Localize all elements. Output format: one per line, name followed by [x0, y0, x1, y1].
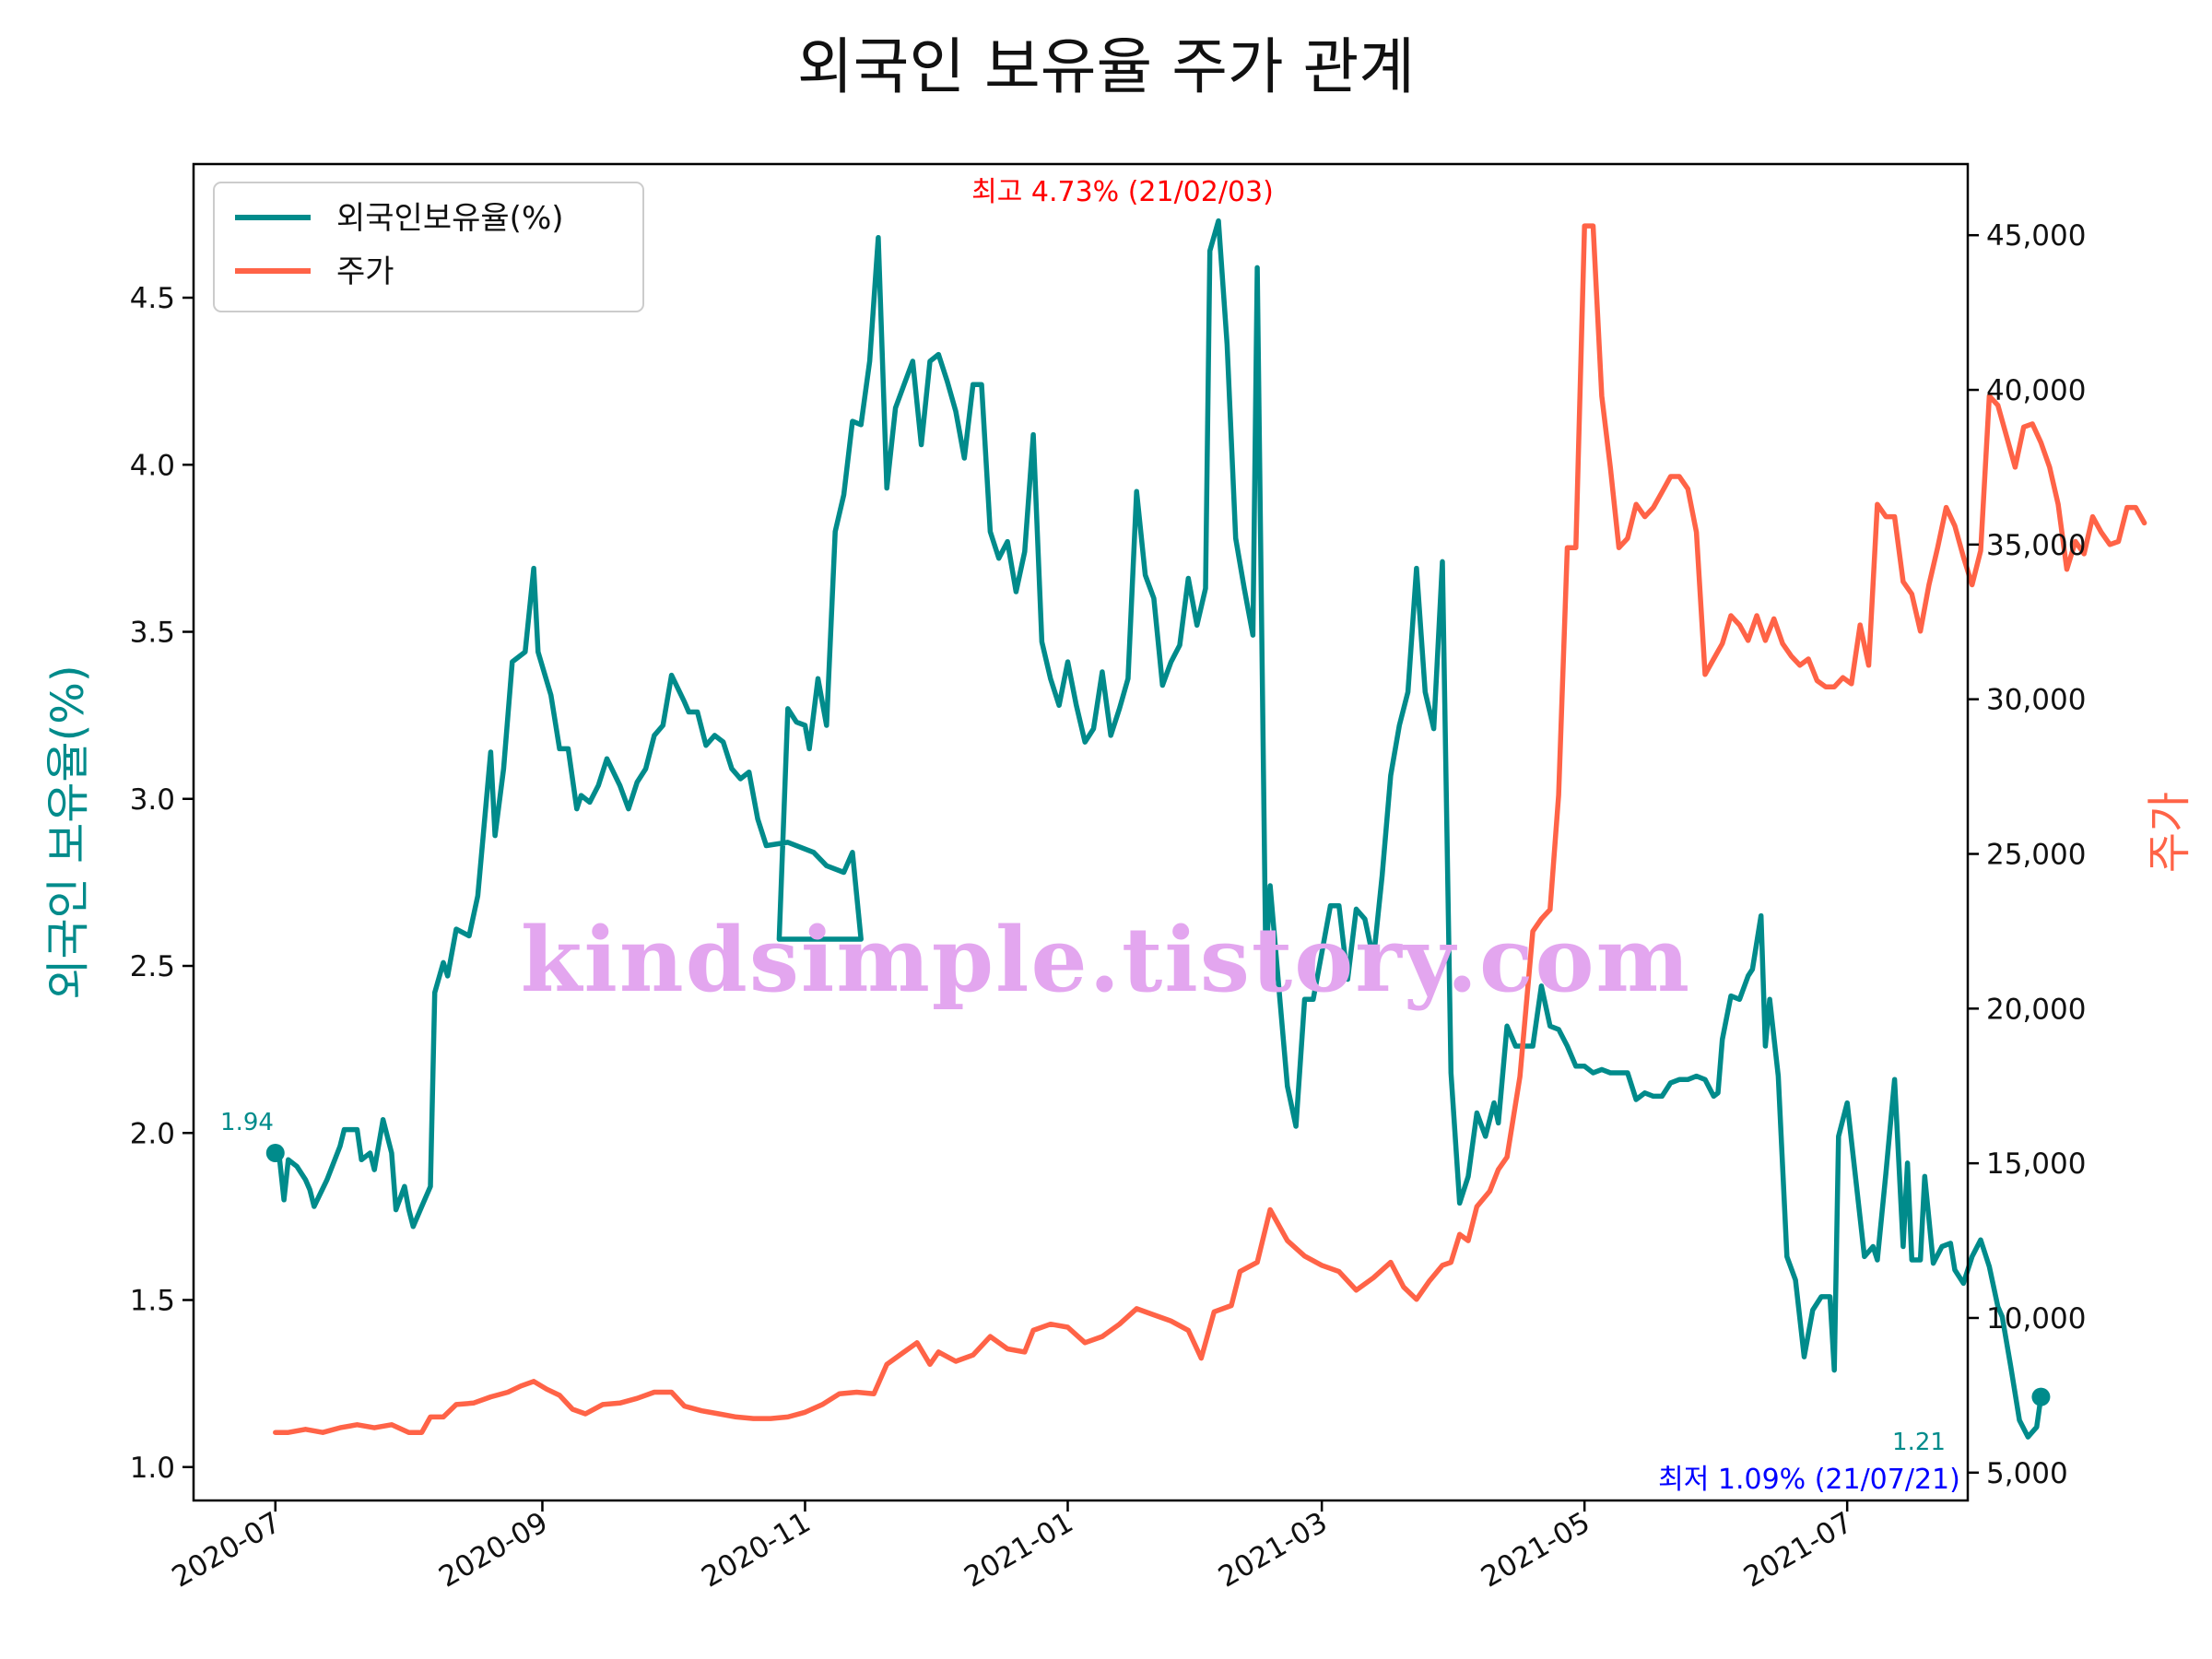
ratio-series-group — [265, 218, 2051, 1440]
x-tick-label: 2021-01 — [959, 1506, 1078, 1594]
start-value-label: 1.94 — [220, 1109, 274, 1136]
x-tick-label: 2021-07 — [1738, 1506, 1858, 1594]
x-axis-ticks: 2020-07 2020-09 2020-11 2021-01 2021-03 2021-… — [167, 1500, 1858, 1594]
end-value-label: 1.21 — [1892, 1429, 1946, 1456]
chart-title: 외국인 보유율 주가 관계 — [797, 31, 1415, 102]
right-axis-ticks: 5,000 10,000 15,000 20,000 25,000 30,000 35,00… — [1968, 219, 2086, 1490]
right-tick-label: 40,000 — [1986, 374, 2086, 407]
left-tick-label: 3.0 — [130, 783, 175, 817]
x-tick-label: 2020-07 — [167, 1506, 287, 1594]
legend: 외국인보유율(%) 주가 — [213, 182, 644, 312]
left-axis-label: 외국인 보유율(%) — [42, 665, 94, 999]
left-tick-label: 3.5 — [130, 617, 175, 650]
ratio-series-line — [273, 218, 2044, 1440]
right-tick-label: 45,000 — [1986, 219, 2086, 253]
x-tick-label: 2021-03 — [1213, 1506, 1333, 1594]
right-tick-label: 25,000 — [1986, 838, 2086, 871]
max-annotation: 최고 4.73% (21/02/03) — [971, 176, 1274, 208]
price-series-group — [273, 223, 2147, 1435]
left-tick-label: 1.5 — [130, 1285, 175, 1318]
right-tick-label: 30,000 — [1986, 684, 2086, 717]
right-tick-label: 35,000 — [1986, 529, 2086, 562]
x-tick-label: 2021-05 — [1476, 1506, 1595, 1594]
left-tick-label: 2.0 — [130, 1117, 175, 1150]
legend-price-label: 주가 — [336, 253, 394, 290]
left-tick-label: 4.5 — [130, 282, 175, 315]
left-tick-label: 1.0 — [130, 1452, 175, 1485]
min-annotation: 최저 1.09% (21/07/21) — [1658, 1464, 1960, 1496]
right-tick-label: 5,000 — [1986, 1457, 2068, 1490]
right-tick-label: 10,000 — [1986, 1302, 2086, 1335]
left-tick-label: 2.5 — [130, 950, 175, 983]
right-tick-label: 20,000 — [1986, 993, 2086, 1026]
x-tick-label: 2020-09 — [433, 1506, 553, 1594]
right-tick-label: 15,000 — [1986, 1147, 2086, 1181]
start-marker — [265, 1144, 285, 1162]
legend-ratio-label: 외국인보유율(%) — [336, 200, 564, 237]
x-tick-label: 2020-11 — [696, 1506, 816, 1594]
right-axis-label: 주가 — [2144, 792, 2195, 873]
legend-box — [213, 182, 644, 312]
left-axis-ticks: 1.0 1.5 2.0 2.5 3.0 3.5 4.0 4.5 — [130, 282, 194, 1485]
end-marker — [2031, 1387, 2051, 1406]
price-series-line — [273, 223, 2147, 1435]
left-tick-label: 4.0 — [130, 449, 175, 482]
plot-area-frame — [192, 162, 1970, 1502]
